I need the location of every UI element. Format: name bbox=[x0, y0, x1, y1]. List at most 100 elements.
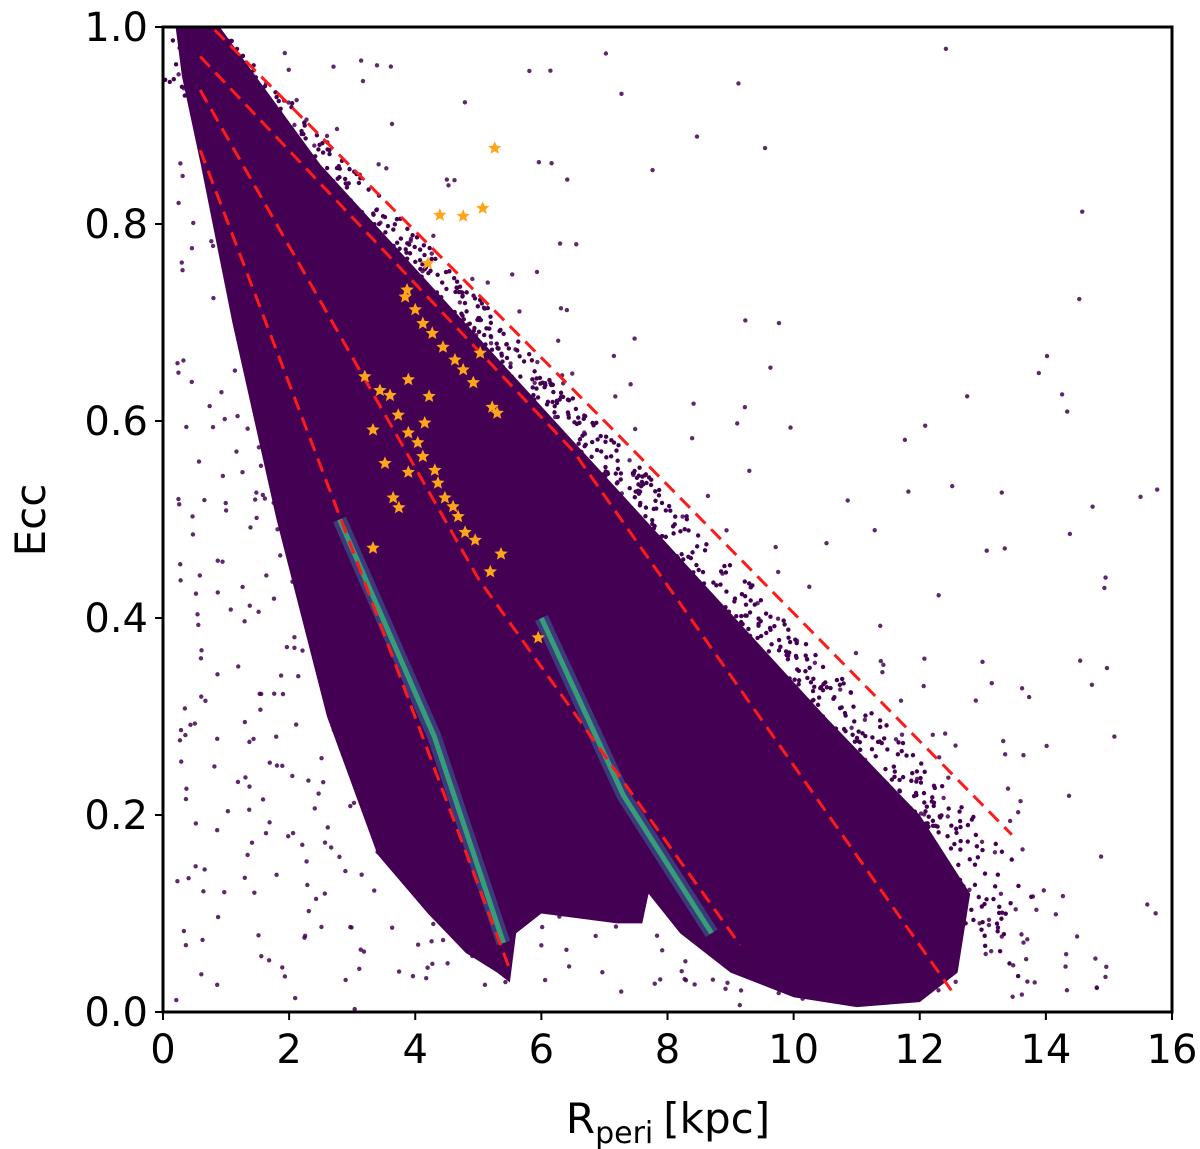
density-point bbox=[452, 331, 457, 336]
density-point bbox=[552, 403, 557, 409]
density-point bbox=[316, 206, 321, 212]
density-point bbox=[897, 789, 903, 794]
density-point bbox=[348, 924, 353, 930]
density-point bbox=[599, 473, 604, 479]
density-point bbox=[992, 850, 998, 855]
density-point bbox=[442, 332, 447, 338]
density-point bbox=[295, 169, 300, 174]
density-point bbox=[599, 449, 604, 454]
density-point bbox=[283, 134, 289, 139]
density-point bbox=[878, 658, 884, 664]
density-point bbox=[881, 662, 886, 668]
density-point bbox=[394, 216, 400, 222]
star-point bbox=[411, 435, 425, 449]
density-point bbox=[640, 599, 645, 605]
x-tick-label: 0 bbox=[150, 1027, 175, 1073]
density-point bbox=[508, 361, 513, 366]
density-point bbox=[277, 180, 283, 186]
density-point bbox=[251, 142, 256, 147]
density-point bbox=[587, 515, 593, 520]
density-point bbox=[909, 843, 915, 848]
density-point bbox=[441, 559, 446, 564]
density-point bbox=[674, 843, 679, 849]
density-point bbox=[324, 133, 330, 139]
density-point bbox=[303, 216, 309, 221]
density-point bbox=[433, 256, 438, 262]
density-point bbox=[528, 416, 534, 421]
star-point bbox=[468, 533, 482, 546]
density-point bbox=[858, 970, 863, 976]
y-tick-label: 1.0 bbox=[84, 5, 148, 51]
density-point bbox=[919, 761, 924, 766]
density-point bbox=[748, 598, 753, 603]
density-point bbox=[359, 209, 365, 215]
density-point bbox=[435, 272, 440, 278]
density-point bbox=[490, 683, 495, 688]
density-point bbox=[653, 617, 658, 622]
density-point bbox=[663, 534, 669, 540]
density-point bbox=[632, 336, 637, 341]
density-point bbox=[691, 401, 696, 406]
density-point bbox=[885, 800, 891, 806]
density-point bbox=[654, 655, 659, 660]
density-point bbox=[208, 130, 213, 135]
density-point bbox=[532, 397, 537, 402]
density-point bbox=[429, 256, 434, 262]
density-point bbox=[882, 736, 887, 741]
density-point bbox=[536, 426, 541, 432]
density-point bbox=[198, 40, 204, 46]
density-point bbox=[480, 696, 485, 702]
density-point bbox=[515, 402, 520, 407]
density-point bbox=[200, 50, 205, 55]
density-point bbox=[856, 729, 861, 734]
star-point bbox=[488, 141, 502, 154]
density-point bbox=[391, 568, 397, 574]
density-point bbox=[930, 823, 936, 828]
density-point bbox=[405, 226, 410, 232]
density-point bbox=[546, 467, 551, 472]
density-point bbox=[688, 592, 693, 598]
density-point bbox=[215, 914, 221, 920]
density-point bbox=[206, 54, 211, 59]
density-point bbox=[691, 602, 696, 607]
density-point bbox=[746, 626, 751, 632]
density-point bbox=[331, 727, 337, 733]
density-point bbox=[284, 644, 290, 650]
density-point bbox=[604, 546, 610, 551]
density-point bbox=[271, 596, 277, 601]
density-point bbox=[249, 99, 254, 105]
density-point bbox=[899, 840, 905, 845]
density-point bbox=[943, 46, 949, 52]
density-ridge-core bbox=[337, 518, 506, 944]
density-point bbox=[769, 682, 775, 687]
density-point bbox=[628, 516, 633, 522]
density-point bbox=[282, 974, 288, 979]
density-point bbox=[671, 695, 676, 700]
density-point bbox=[600, 970, 605, 975]
density-point bbox=[951, 870, 956, 875]
density-point bbox=[525, 419, 530, 424]
density-point bbox=[273, 734, 279, 739]
density-point bbox=[272, 124, 277, 130]
density-point bbox=[787, 639, 793, 645]
density-point bbox=[848, 690, 854, 695]
density-point bbox=[301, 154, 306, 160]
density-point bbox=[564, 640, 569, 645]
density-point bbox=[972, 882, 978, 888]
density-point bbox=[518, 374, 523, 379]
density-point bbox=[712, 628, 717, 634]
density-point bbox=[247, 603, 252, 608]
density-point bbox=[638, 500, 643, 506]
density-point bbox=[994, 921, 1000, 926]
density-point bbox=[535, 434, 540, 440]
density-point bbox=[248, 525, 253, 530]
density-point bbox=[198, 656, 204, 661]
density-point bbox=[562, 722, 568, 728]
density-point bbox=[454, 285, 459, 290]
density-point bbox=[516, 409, 522, 415]
density-point bbox=[747, 610, 753, 615]
x-tick-label: 6 bbox=[529, 1027, 554, 1073]
density-point bbox=[812, 660, 818, 666]
density-point bbox=[788, 729, 793, 734]
density-point bbox=[451, 380, 457, 385]
